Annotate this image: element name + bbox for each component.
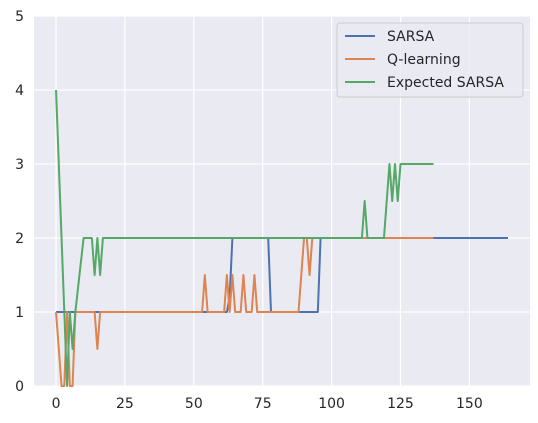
- x-tick-label: 25: [116, 396, 134, 412]
- x-tick-label: 50: [185, 396, 203, 412]
- y-tick-label: 4: [15, 83, 24, 99]
- y-tick-label: 0: [15, 379, 24, 395]
- legend-label-1: SARSA: [387, 29, 435, 45]
- tick-labels: 0 25 50 75 100 125 150 0 1 2 3 4 5: [15, 9, 483, 412]
- x-tick-label: 150: [456, 396, 483, 412]
- x-tick-label: 125: [387, 396, 414, 412]
- legend-box: [336, 22, 524, 98]
- y-tick-label: 1: [15, 305, 24, 321]
- legend-label-2: Q-learning: [387, 52, 461, 68]
- x-tick-label: 0: [52, 396, 61, 412]
- series-line-2: [55, 237, 434, 387]
- series-line-3: [55, 89, 434, 387]
- legend-label-3: Expected SARSA: [387, 75, 504, 91]
- x-tick-label: 100: [318, 396, 345, 412]
- y-tick-label: 5: [15, 9, 24, 25]
- x-tick-label: 75: [254, 396, 272, 412]
- y-tick-label: 3: [15, 157, 24, 173]
- series-layer: [55, 89, 508, 387]
- legend: SARSA Q-learning Expected SARSA: [336, 22, 524, 98]
- y-tick-label: 2: [15, 231, 24, 247]
